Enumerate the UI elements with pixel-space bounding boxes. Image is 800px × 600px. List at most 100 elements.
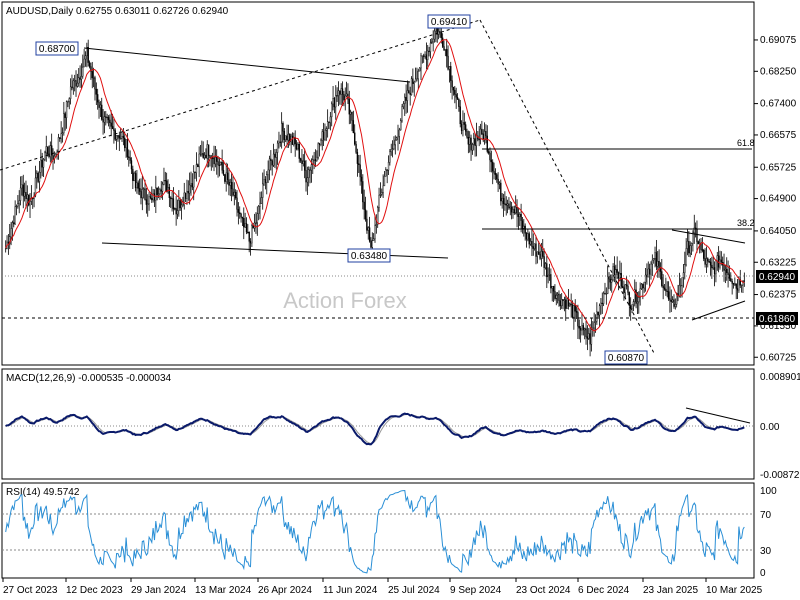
- candle-body: [653, 258, 655, 261]
- candle-body: [535, 243, 537, 257]
- candle-body: [56, 151, 58, 155]
- candle-body: [266, 174, 268, 183]
- candle: [506, 199, 509, 214]
- candle-body: [264, 179, 267, 183]
- candle: [551, 286, 553, 302]
- candle-body: [479, 128, 482, 140]
- candle: [529, 238, 532, 246]
- candle: [400, 118, 402, 131]
- candle: [381, 188, 383, 197]
- candle-body: [485, 131, 487, 137]
- candle-body: [59, 137, 61, 139]
- candle-body: [225, 172, 227, 182]
- candle-body: [271, 160, 273, 166]
- candle: [68, 97, 70, 110]
- candle: [473, 132, 475, 151]
- candle-body: [251, 225, 253, 244]
- candle: [21, 176, 23, 196]
- candle-body: [182, 204, 184, 206]
- candle: [609, 274, 612, 291]
- candle-body: [529, 240, 532, 245]
- candle-body: [174, 208, 176, 210]
- candle-body: [708, 261, 710, 263]
- candle-body: [159, 189, 161, 194]
- candle: [354, 124, 356, 146]
- candle-body: [440, 32, 442, 39]
- candle: [328, 121, 330, 130]
- candle-body: [483, 131, 486, 141]
- candle-body: [83, 58, 85, 68]
- candle: [19, 176, 22, 206]
- candle-body: [647, 268, 649, 278]
- date-label: 26 Apr 2024: [258, 585, 312, 596]
- candle: [5, 240, 7, 253]
- candle: [329, 111, 332, 131]
- candle-body: [634, 289, 636, 302]
- candle-body: [680, 285, 682, 287]
- candle: [417, 68, 419, 90]
- candle: [547, 267, 549, 284]
- candle: [395, 136, 398, 141]
- candle-body: [91, 71, 93, 79]
- candle-body: [585, 328, 587, 337]
- fib-618-label: 61.8: [737, 138, 755, 148]
- candle: [340, 83, 342, 106]
- candle: [674, 298, 677, 310]
- candle-body: [401, 106, 403, 121]
- candle-body: [493, 170, 495, 174]
- rsi-panel: [1, 482, 755, 579]
- candle-body: [49, 145, 51, 157]
- candle: [259, 191, 261, 220]
- candle-body: [286, 135, 288, 141]
- candle: [696, 220, 698, 253]
- candle-body: [416, 78, 418, 80]
- watermark: Action Forex: [283, 288, 407, 313]
- candle: [65, 100, 68, 129]
- candle-body: [523, 225, 525, 229]
- candle-body: [226, 172, 229, 180]
- candle-body: [195, 164, 198, 173]
- candle: [398, 127, 401, 145]
- candle: [23, 182, 26, 202]
- candle-body: [712, 267, 714, 269]
- candle-body: [450, 66, 452, 81]
- candle: [458, 98, 460, 112]
- candle-body: [247, 231, 249, 234]
- candle: [490, 150, 493, 173]
- candle: [550, 268, 552, 294]
- candle: [270, 150, 272, 171]
- candle-body: [540, 251, 543, 259]
- candle-body: [245, 223, 248, 233]
- candle: [378, 187, 380, 212]
- candle: [124, 131, 126, 152]
- candle: [734, 277, 736, 287]
- macd-main-line: [5, 412, 745, 446]
- candle: [312, 155, 314, 174]
- candle-body: [316, 156, 318, 162]
- candle: [497, 172, 499, 192]
- candle: [30, 185, 33, 206]
- candle-body: [443, 46, 445, 51]
- candle-body: [128, 156, 130, 158]
- candle-body: [738, 279, 740, 291]
- candle: [456, 93, 459, 101]
- candle: [14, 200, 16, 225]
- candle-body: [13, 222, 15, 225]
- candle-body: [305, 170, 307, 183]
- candle: [469, 131, 471, 153]
- price-tick-label: 0.66575: [760, 130, 797, 141]
- candle-body: [147, 203, 149, 205]
- candle: [335, 85, 337, 120]
- candle: [582, 322, 585, 336]
- rsi-tick-30: 30: [760, 546, 772, 557]
- candle-body: [301, 160, 303, 164]
- candle-body: [574, 305, 576, 312]
- candle-body: [498, 182, 501, 185]
- candle: [302, 154, 304, 167]
- candle: [243, 207, 245, 240]
- candle-body: [72, 80, 74, 89]
- candle-body: [229, 182, 231, 186]
- candle-body: [306, 177, 309, 183]
- candle-body: [598, 305, 601, 316]
- candle: [347, 83, 349, 105]
